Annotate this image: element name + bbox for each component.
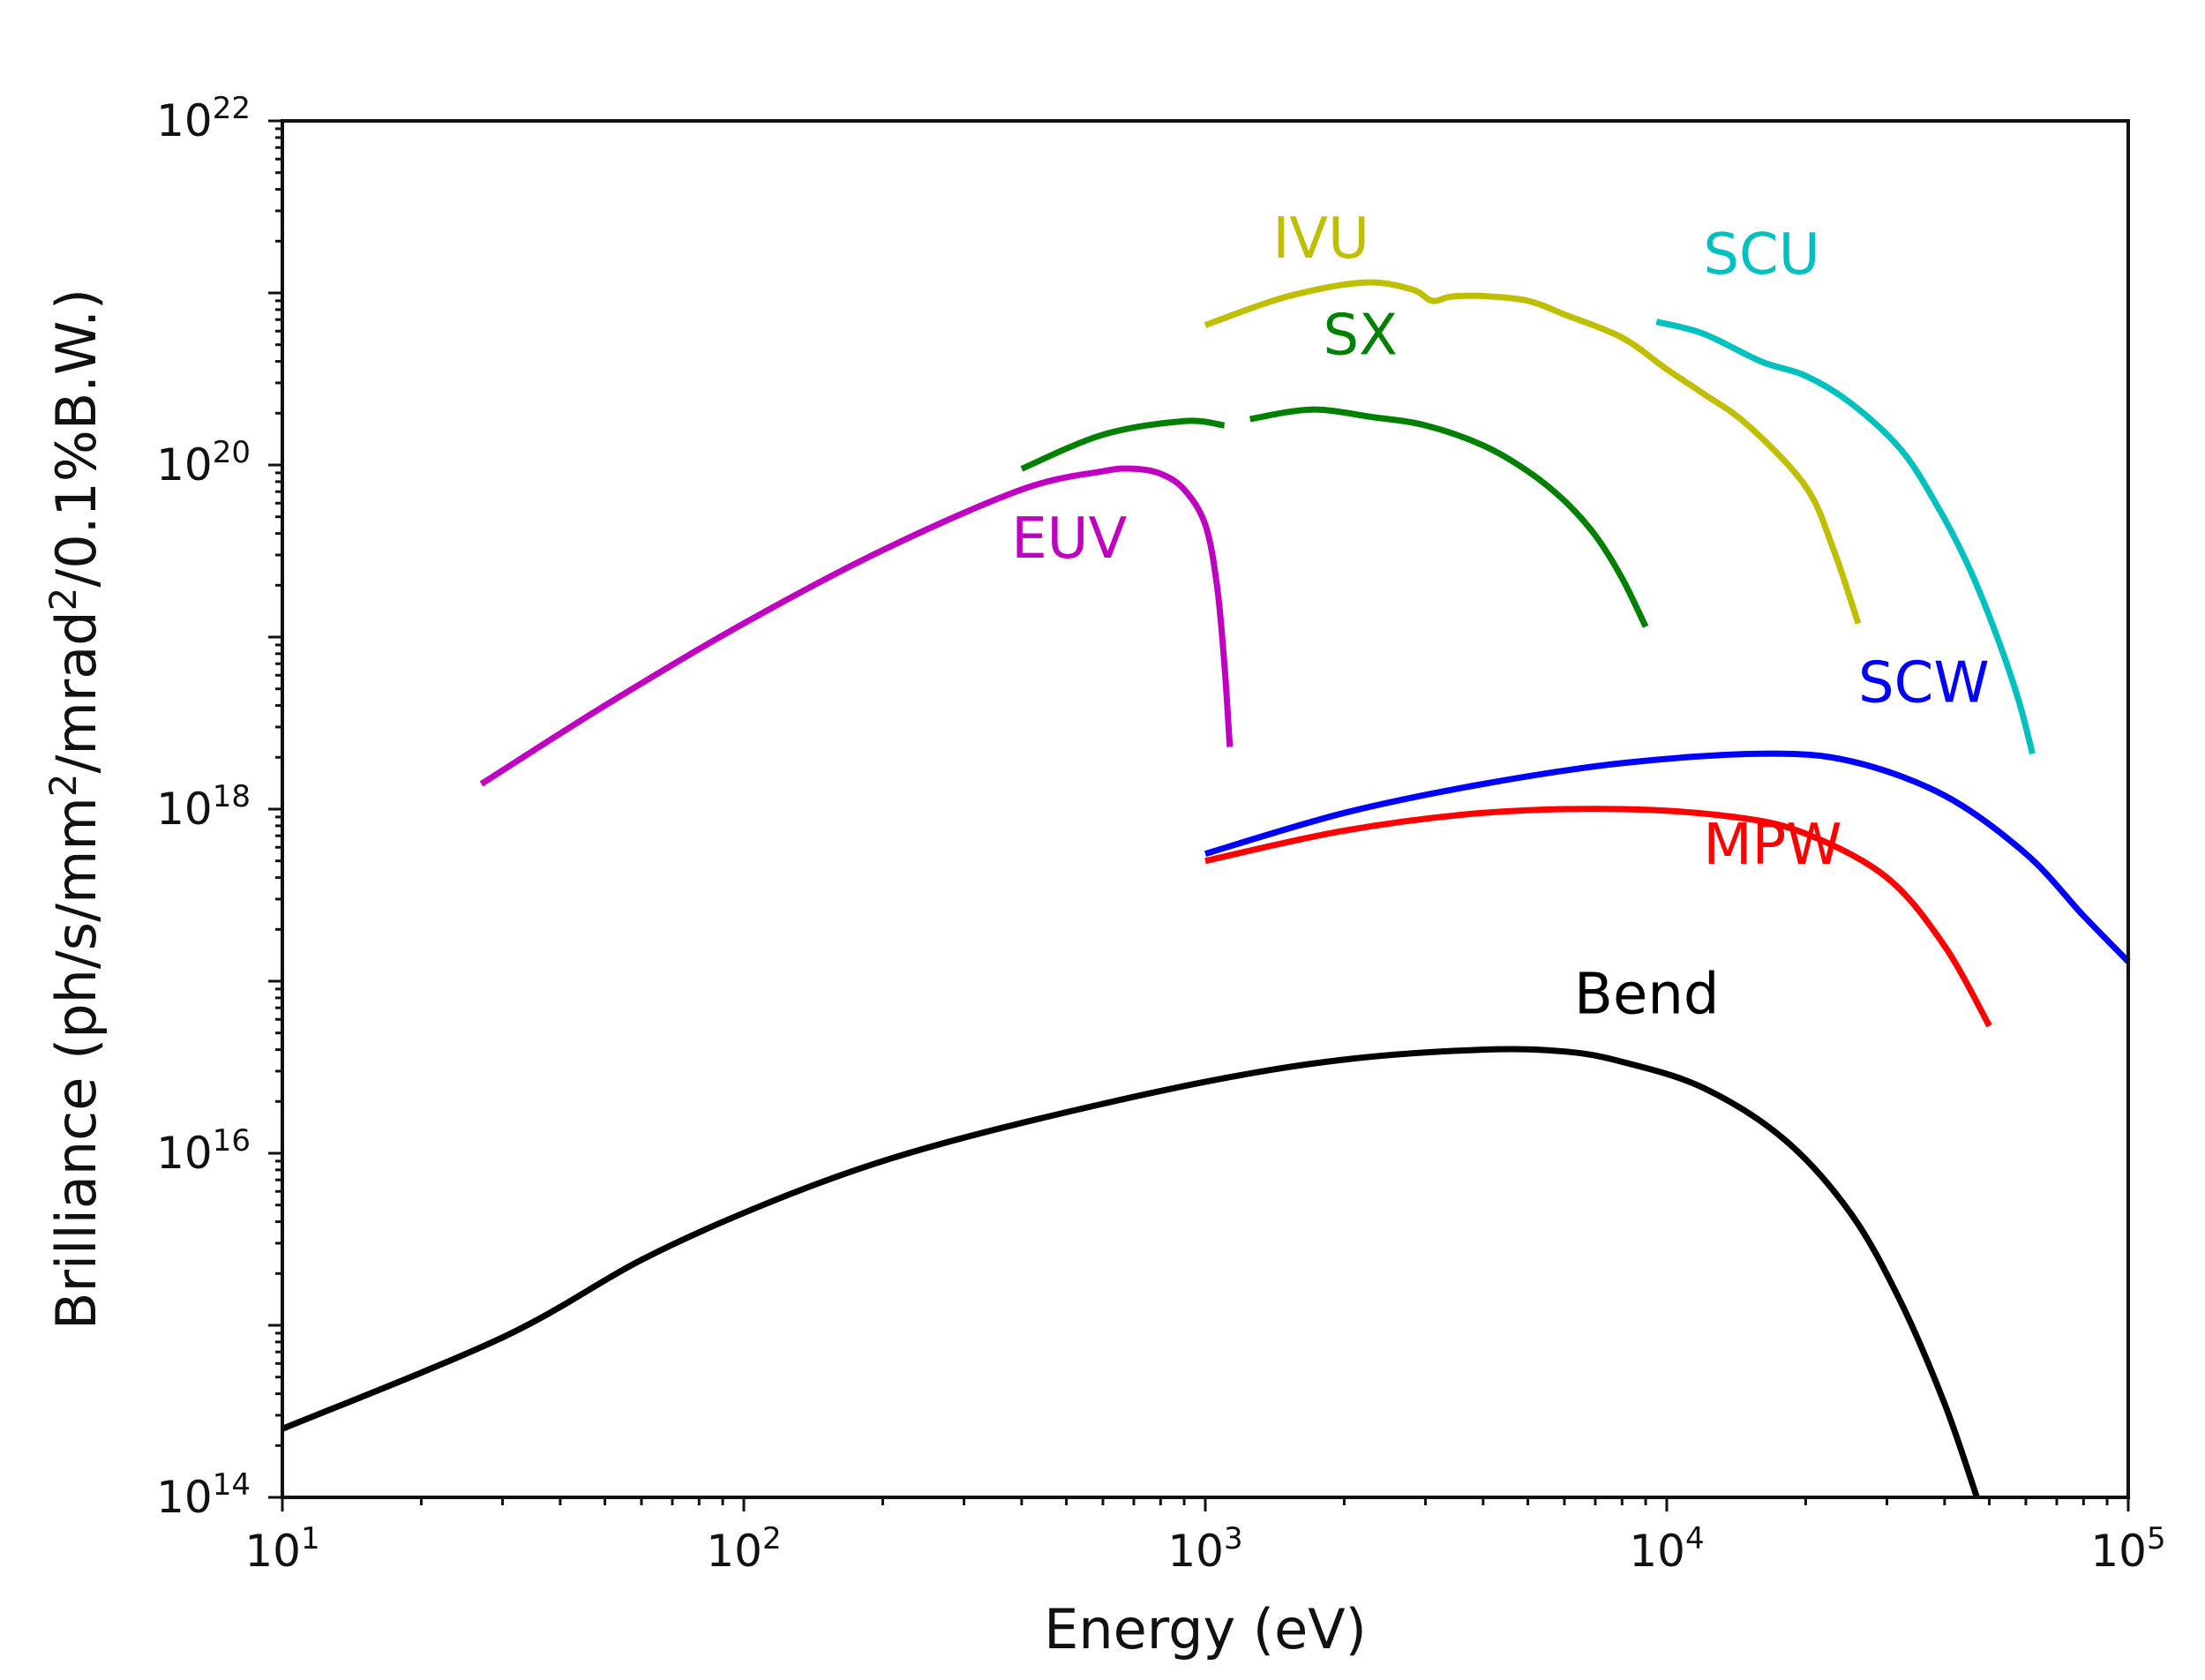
x-tick-label-exponent: 4	[1685, 1521, 1705, 1556]
y-tick-label: 1020	[156, 435, 251, 491]
x-tick-label-base: 10	[706, 1526, 762, 1577]
series-line-scw	[1204, 750, 2131, 964]
series-line-scu	[1655, 319, 2036, 755]
x-tick-label: 103	[1167, 1521, 1242, 1577]
x-tick-label: 105	[2090, 1521, 2165, 1577]
y-tick-label-exponent: 18	[213, 779, 251, 814]
x-tick-label-exponent: 1	[301, 1521, 320, 1556]
y-tick-label-exponent: 22	[213, 91, 251, 126]
y-axis-label-suffix: /0.1%B.W.)	[44, 289, 109, 588]
y-axis-label-sup-2: 2	[41, 588, 85, 611]
series-label-bend: Bend	[1574, 962, 1719, 1027]
y-axis-label-middle: /mrad	[44, 611, 109, 773]
y-axis-label: Brilliance (ph/s/mm2/mrad2/0.1%B.W.)	[41, 289, 109, 1330]
series-line-euv	[479, 465, 1234, 787]
series-line-sx	[1020, 417, 1226, 472]
y-tick-label: 1022	[156, 91, 251, 146]
x-tick-label-base: 10	[244, 1526, 301, 1577]
y-tick-label: 1018	[156, 779, 251, 835]
series-label-euv: EUV	[1011, 506, 1127, 572]
series-label-mpw: MPW	[1703, 813, 1841, 878]
y-tick-label: 1014	[156, 1467, 251, 1523]
series-label-scu: SCU	[1703, 222, 1819, 288]
y-axis-label-sup-1: 2	[41, 773, 85, 797]
x-tick-label-exponent: 2	[762, 1521, 782, 1556]
y-axis-label-prefix: Brilliance (ph/s/mm	[44, 797, 109, 1330]
series-line-ivu	[1204, 279, 1862, 625]
y-tick-label-base: 10	[156, 439, 213, 491]
y-tick-label-base: 10	[156, 1472, 213, 1523]
series-label-sx: SX	[1324, 304, 1398, 369]
y-tick-label: 1016	[156, 1123, 251, 1179]
y-tick-label-exponent: 14	[213, 1467, 251, 1503]
series-line-sx	[1249, 406, 1649, 628]
x-tick-label-exponent: 5	[2147, 1521, 2166, 1556]
y-tick-label-base: 10	[156, 95, 213, 146]
series-label-ivu: IVU	[1272, 206, 1369, 272]
series-line-bend	[281, 1046, 1980, 1499]
y-tick-label-base: 10	[156, 784, 213, 835]
x-tick-label-base: 10	[2090, 1526, 2147, 1577]
series-line-mpw	[1204, 806, 1992, 1028]
axis-ticks	[268, 119, 2130, 1511]
y-tick-label-exponent: 16	[213, 1123, 251, 1159]
x-tick-label-base: 10	[1629, 1526, 1685, 1577]
y-tick-label-exponent: 20	[213, 435, 251, 470]
x-tick-label: 101	[244, 1521, 319, 1577]
x-tick-label-exponent: 3	[1224, 1521, 1243, 1556]
x-axis-label: Energy (eV)	[1044, 1597, 1367, 1661]
series-curves	[281, 279, 2131, 1499]
x-tick-label: 102	[706, 1521, 781, 1577]
x-tick-label: 104	[1629, 1521, 1704, 1577]
y-tick-label-base: 10	[156, 1128, 213, 1179]
x-tick-label-base: 10	[1167, 1526, 1224, 1577]
series-labels: EUV SX IVU SCU SCW MPW Bend	[1011, 206, 1989, 1027]
series-label-scw: SCW	[1858, 650, 1990, 716]
